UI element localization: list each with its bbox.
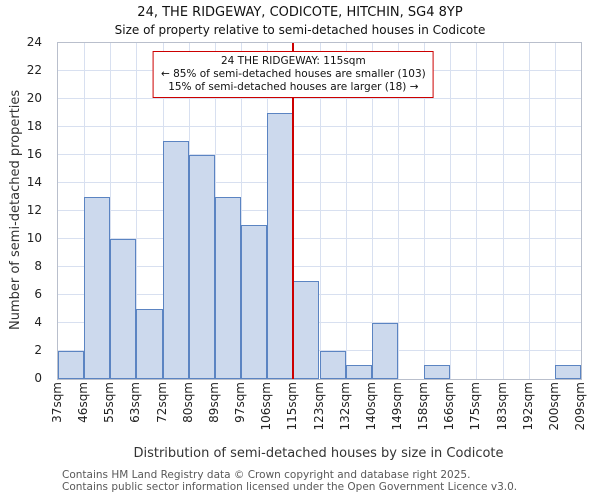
gridline-vertical bbox=[319, 43, 321, 379]
y-tick-label: 8 bbox=[34, 259, 42, 273]
histogram-bar bbox=[188, 155, 215, 379]
y-tick-label: 4 bbox=[34, 315, 42, 329]
annotation-line-2: ← 85% of semi-detached houses are smalle… bbox=[160, 68, 426, 81]
histogram-bar bbox=[214, 197, 242, 379]
y-tick-label: 16 bbox=[26, 147, 42, 161]
gridline-vertical bbox=[450, 43, 452, 379]
y-tick-label: 12 bbox=[26, 203, 42, 217]
y-tick-label: 18 bbox=[26, 119, 42, 133]
y-tick-label: 14 bbox=[26, 175, 42, 189]
y-tick-label: 2 bbox=[34, 343, 42, 357]
footer: Contains HM Land Registry data © Crown c… bbox=[62, 469, 518, 494]
x-axis-label: Distribution of semi-detached houses by … bbox=[133, 446, 504, 461]
marker-annotation: 24 THE RIDGEWAY: 115sqm ← 85% of semi-de… bbox=[152, 51, 434, 99]
gridline-horizontal bbox=[58, 126, 581, 127]
histogram-bar bbox=[84, 197, 111, 379]
histogram-bar bbox=[136, 309, 163, 379]
y-tick-label: 10 bbox=[26, 231, 42, 245]
gridline-vertical bbox=[345, 43, 347, 379]
gridline-horizontal bbox=[58, 210, 581, 211]
gridline-horizontal bbox=[58, 266, 581, 267]
gridline-horizontal bbox=[58, 98, 581, 99]
gridline-vertical bbox=[110, 43, 112, 379]
histogram-bar bbox=[319, 351, 346, 379]
gridline-horizontal bbox=[58, 322, 581, 323]
gridline-horizontal bbox=[58, 350, 581, 351]
y-tick-label: 20 bbox=[26, 91, 42, 105]
gridline-horizontal bbox=[58, 182, 581, 183]
y-tick-labels: 0 2 4 6 8 10 12 14 16 18 20 22 24 bbox=[0, 35, 50, 385]
marker-line bbox=[292, 43, 295, 379]
histogram-bar bbox=[267, 113, 294, 379]
plot-area: 24 THE RIDGEWAY: 115sqm ← 85% of semi-de… bbox=[57, 42, 582, 380]
gridline-vertical bbox=[554, 43, 556, 379]
histogram-bar bbox=[554, 365, 581, 379]
x-tick-labels: 37sqm 46sqm 55sqm 63sqm 72sqm 80sqm 89sqm 97sqm… bbox=[50, 382, 587, 431]
gridline-vertical bbox=[476, 43, 478, 379]
gridline-horizontal bbox=[58, 238, 581, 239]
y-tick-label: 22 bbox=[26, 63, 42, 77]
annotation-line-1: 24 THE RIDGEWAY: 115sqm bbox=[220, 55, 366, 67]
chart-title: 24, THE RIDGEWAY, CODICOTE, HITCHIN, SG4… bbox=[137, 5, 463, 20]
y-tick-label: 6 bbox=[34, 287, 42, 301]
gridline-vertical bbox=[502, 43, 504, 379]
histogram-bar bbox=[58, 351, 85, 379]
histogram-bar bbox=[241, 225, 268, 379]
histogram-bar bbox=[371, 323, 398, 379]
histogram-bar bbox=[424, 365, 451, 379]
chart-subtitle: Size of property relative to semi-detach… bbox=[114, 23, 486, 37]
histogram-bar bbox=[110, 239, 137, 379]
histogram-bar bbox=[345, 365, 372, 379]
gridline-horizontal bbox=[58, 154, 581, 155]
footer-line-1: Contains HM Land Registry data © Crown c… bbox=[62, 469, 471, 481]
footer-line-2: Contains public sector information licen… bbox=[62, 480, 518, 493]
y-tick-label: 24 bbox=[26, 35, 42, 49]
gridline-horizontal bbox=[58, 294, 581, 295]
histogram-bar bbox=[293, 281, 320, 379]
gridline-vertical bbox=[528, 43, 530, 379]
gridline-vertical bbox=[424, 43, 426, 379]
gridline-vertical bbox=[397, 43, 399, 379]
annotation-line-3: 15% of semi-detached houses are larger (… bbox=[168, 81, 419, 94]
histogram-bar bbox=[162, 141, 189, 379]
gridline-vertical bbox=[241, 43, 243, 379]
gridline-vertical bbox=[136, 43, 138, 379]
y-tick-label: 0 bbox=[34, 371, 42, 385]
gridline-vertical bbox=[371, 43, 373, 379]
